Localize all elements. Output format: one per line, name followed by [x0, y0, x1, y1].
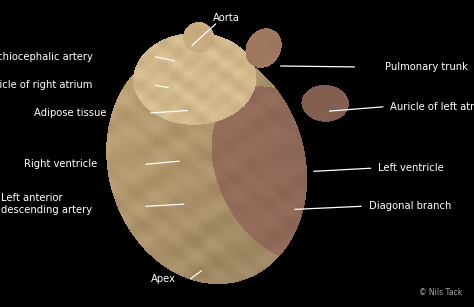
- Text: Auricle of right atrium: Auricle of right atrium: [0, 80, 92, 90]
- Text: Left ventricle: Left ventricle: [378, 163, 444, 173]
- Text: Adipose tissue: Adipose tissue: [34, 108, 107, 118]
- Text: Diagonal branch: Diagonal branch: [369, 201, 451, 211]
- Text: © Nils Tack: © Nils Tack: [419, 288, 462, 297]
- Text: Right ventricle: Right ventricle: [24, 159, 97, 169]
- Text: Pulmonary trunk: Pulmonary trunk: [385, 62, 468, 72]
- Text: Auricle of left atrium: Auricle of left atrium: [390, 102, 474, 112]
- Text: Apex: Apex: [151, 274, 176, 284]
- Text: Aorta: Aorta: [213, 13, 240, 23]
- Text: Brachiocephalic artery: Brachiocephalic artery: [0, 52, 92, 62]
- Text: Left anterior
descending artery: Left anterior descending artery: [1, 193, 92, 215]
